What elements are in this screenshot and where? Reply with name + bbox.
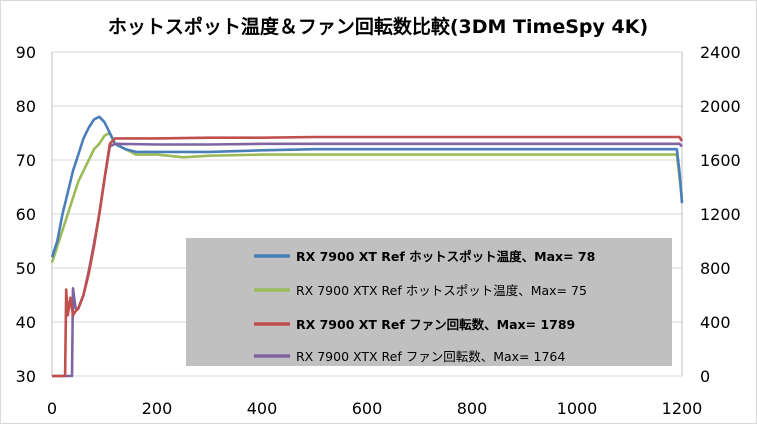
left-tick-label: 70 [16,151,36,170]
right-tick-label: 1600 [700,151,741,170]
left-tick-label: 50 [16,259,36,278]
x-tick-label: 1000 [557,399,598,418]
series-line [50,131,684,264]
right-tick-label: 2400 [700,43,741,62]
x-tick-label: 0 [47,399,57,418]
x-axis-ticks: 0 200 400 600 800 1000 1200 [47,399,702,418]
series-line [52,142,683,378]
right-tick-label: 0 [700,367,710,386]
x-tick-label: 600 [352,399,383,418]
right-axis-ticks: 0 400 800 1200 1600 2000 2400 [700,43,741,386]
left-tick-label: 40 [16,313,36,332]
x-tick-label: 1200 [662,399,703,418]
left-axis-ticks: 30 40 50 60 70 80 90 [16,43,36,386]
gridlines [51,51,683,377]
left-tick-label: 30 [16,367,36,386]
left-tick-label: 60 [16,205,36,224]
right-tick-label: 2000 [700,97,741,116]
series-line [50,115,684,258]
legend-label: RX 7900 XT Ref ホットスポット温度、Max= 78 [296,249,595,264]
x-tick-label: 800 [457,399,488,418]
legend-label: RX 7900 XT Ref ファン回転数、Max= 1789 [296,317,575,332]
series-line [52,135,684,378]
legend-label: RX 7900 XTX Ref ファン回転数、Max= 1764 [296,349,565,364]
series-lines [50,115,684,378]
left-tick-label: 80 [16,97,36,116]
legend-background [186,238,672,366]
left-tick-label: 90 [16,43,36,62]
legend-label: RX 7900 XTX Ref ホットスポット温度、Max= 75 [296,283,587,298]
x-tick-label: 400 [247,399,278,418]
legend: RX 7900 XT Ref ホットスポット温度、Max= 78 RX 7900 … [186,238,672,366]
right-tick-label: 800 [700,259,731,278]
right-tick-label: 400 [700,313,731,332]
chart-title: ホットスポット温度＆ファン回転数比較(3DM TimeSpy 4K) [108,15,648,38]
x-tick-label: 200 [142,399,173,418]
right-tick-label: 1200 [700,205,741,224]
